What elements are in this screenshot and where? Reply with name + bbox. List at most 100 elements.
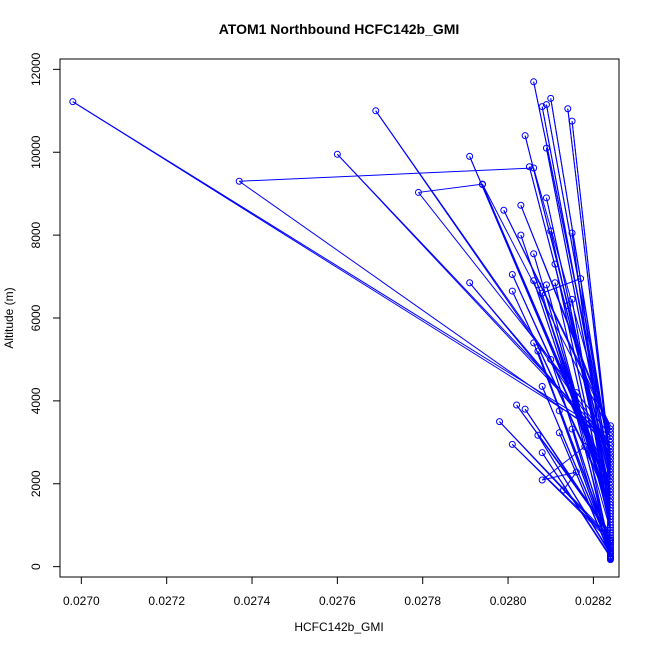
x-tick-label: 0.0282 [575, 594, 612, 608]
data-point [564, 302, 572, 310]
data-point [534, 281, 542, 289]
series-segment [239, 167, 534, 182]
data-point [606, 471, 614, 479]
data-point [568, 117, 576, 125]
data-point [508, 287, 516, 295]
data-point [606, 495, 614, 503]
y-tick-label: 0 [29, 563, 43, 570]
data-point [606, 468, 614, 476]
data-point [606, 498, 614, 506]
data-point [606, 425, 614, 433]
data-point [551, 279, 559, 287]
data-point [560, 362, 568, 370]
data-point [568, 229, 576, 237]
data-point [547, 355, 555, 363]
data-point [547, 227, 555, 235]
series-segment [418, 183, 483, 193]
data-point [581, 442, 589, 450]
data-point [606, 524, 614, 532]
x-axis-label: HCFC142b_GMI [294, 620, 383, 634]
data-point [606, 442, 614, 450]
data-point [542, 144, 550, 152]
data-point [606, 478, 614, 486]
data-point [606, 475, 614, 483]
data-point [466, 279, 474, 287]
data-point [568, 425, 576, 433]
series-segment [72, 101, 611, 437]
data-point [513, 401, 521, 409]
y-axis-label: Altitude (m) [2, 287, 16, 348]
data-point [606, 445, 614, 453]
y-tick-label: 12000 [29, 52, 43, 86]
data-point [606, 534, 614, 542]
data-point [414, 188, 422, 196]
y-tick-label: 10000 [29, 135, 43, 169]
data-point [517, 201, 525, 209]
data-point [530, 164, 538, 172]
data-point [542, 101, 550, 109]
data-point [508, 440, 516, 448]
data-point [606, 428, 614, 436]
y-tick-label: 2000 [29, 470, 43, 497]
data-point [500, 206, 508, 214]
series-segment [511, 274, 611, 489]
y-axis: 0 2000 4000 6000 8000 10000 12000 [29, 52, 61, 570]
data-point [521, 405, 529, 413]
data-point [606, 435, 614, 443]
x-axis: 0.0270 0.0272 0.0274 0.0276 0.0278 0.0280 0.02… [63, 576, 612, 608]
series-segment [481, 184, 611, 483]
data-point [577, 275, 585, 283]
y-tick-label: 8000 [29, 221, 43, 248]
data-point [530, 78, 538, 86]
data-point [564, 105, 572, 113]
data-point [538, 449, 546, 457]
y-tick-label: 6000 [29, 304, 43, 331]
data-point [517, 231, 525, 239]
data-point [572, 389, 580, 397]
data-point [606, 531, 614, 539]
data-point [555, 429, 563, 437]
data-point [530, 250, 538, 258]
x-tick-label: 0.0270 [63, 594, 100, 608]
chart-title: ATOM1 Northbound HCFC142b_GMI [219, 21, 460, 37]
data-point [606, 458, 614, 466]
data-point [542, 194, 550, 202]
data-point [534, 347, 542, 355]
series-lines [72, 81, 611, 560]
data-point [606, 432, 614, 440]
series-segment [533, 167, 611, 440]
data-point [555, 407, 563, 415]
series-segment [571, 121, 611, 463]
data-point [521, 132, 529, 140]
x-tick-label: 0.0278 [404, 594, 441, 608]
series-points [69, 78, 614, 564]
data-point [538, 382, 546, 390]
series-segment [337, 153, 611, 443]
data-point [606, 488, 614, 496]
y-tick-label: 4000 [29, 387, 43, 414]
data-point [530, 339, 538, 347]
data-point [372, 107, 380, 115]
series-segment [533, 342, 611, 542]
data-point [606, 462, 614, 470]
series-segment [537, 435, 611, 554]
data-point [538, 289, 546, 297]
series-segment [499, 421, 611, 538]
series-segment [563, 471, 577, 491]
series-segment [541, 452, 611, 557]
series-segment [482, 183, 611, 433]
data-point [606, 538, 614, 546]
data-point [508, 270, 516, 278]
data-point [606, 526, 614, 534]
data-point [606, 465, 614, 473]
data-point [606, 452, 614, 460]
data-point [538, 103, 546, 111]
data-point [530, 277, 538, 285]
data-point [333, 150, 341, 158]
data-point [547, 94, 555, 102]
data-point [606, 485, 614, 493]
data-point [235, 177, 243, 185]
data-point [69, 98, 77, 106]
data-point [606, 491, 614, 499]
series-segment [545, 104, 611, 456]
